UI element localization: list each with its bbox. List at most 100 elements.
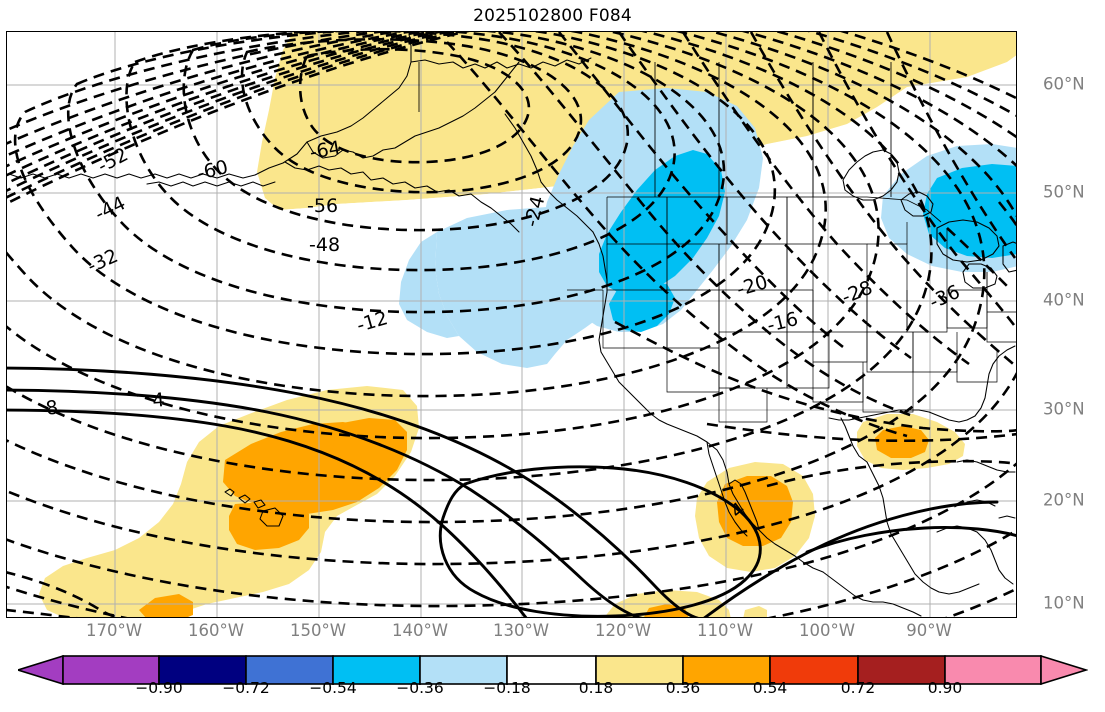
colorbar-swatch-purple-extend-low[interactable] — [18, 655, 64, 685]
lat-label-20n: 20°N — [1043, 490, 1085, 510]
shade-positive-mexico-coast-core — [717, 476, 793, 546]
colorbar-tick-label: 0.18 — [578, 679, 614, 697]
coastline-baja-california — [706, 441, 760, 537]
contour-label: -44 — [92, 192, 130, 225]
map-svg: -52 -64 -60 -56 -44 -48 -32 -12 -24 -20 … — [7, 32, 1016, 617]
colorbar-swatch-orange[interactable] — [682, 655, 771, 685]
contour-positive-8 — [7, 408, 528, 617]
shade-negative-montana-core-lower — [609, 282, 675, 332]
lat-label-50n: 50°N — [1043, 182, 1085, 202]
colorbar-swatch-red-orange[interactable] — [769, 655, 859, 685]
lon-label-150w: 150°W — [289, 621, 347, 640]
contour-label: -28 — [839, 277, 876, 309]
colorbar-tick-label: 0.54 — [752, 679, 788, 697]
contour-label: -48 — [309, 234, 340, 256]
border-canada-provinces — [418, 62, 892, 197]
contour-layer — [7, 32, 1016, 617]
colorbar-tick-label: −0.18 — [483, 679, 531, 697]
colorbar-swatch-purple-body[interactable] — [62, 655, 160, 685]
shade-negative-great-lakes-core — [923, 164, 1016, 258]
lat-label-30n: 30°N — [1043, 399, 1085, 419]
coastline-alaska — [8, 33, 592, 179]
colorbar-swatch-blue[interactable] — [245, 655, 334, 685]
lon-label-100w: 100°W — [798, 621, 856, 640]
contour-positive-closed-south — [438, 465, 762, 617]
contour-label: -60 — [195, 156, 230, 185]
contour-label: 4 — [152, 389, 166, 412]
map-panel: -52 -64 -60 -56 -44 -48 -32 -12 -24 -20 … — [6, 31, 1017, 618]
coastline-hudson-bay — [842, 149, 900, 201]
lat-label-10n: 10°N — [1043, 593, 1085, 613]
contour-negative-60 — [240, 37, 583, 194]
colorbar-ticks — [158, 684, 946, 685]
contour-negative-east-b — [997, 201, 1016, 228]
lon-label-160w: 160°W — [187, 621, 245, 640]
colorbar-swatch-white-neutral[interactable] — [506, 655, 597, 685]
contour-negative-64 — [298, 47, 531, 164]
contour-positive-top — [7, 366, 700, 617]
colorbar-tick-label: 0.90 — [927, 679, 963, 697]
contour-label: 8 — [44, 396, 59, 420]
contour-negative-east-a — [946, 227, 1012, 291]
coastline-alaska-panhandle — [504, 113, 594, 233]
contour-positive-gulf-loop — [805, 526, 1016, 554]
coastline-us-west — [592, 231, 824, 573]
contour-negative-plains-i — [614, 320, 1016, 433]
contour-negative-plains-h — [446, 41, 908, 438]
coastline-alaska-peninsula-detail — [284, 161, 520, 233]
colorbar-swatch-dark-red[interactable] — [857, 655, 946, 685]
page-title: 2025102800 F084 — [473, 6, 632, 26]
contour-label: -36 — [926, 281, 963, 314]
colorbar[interactable] — [18, 655, 1088, 685]
contour-negative-56 — [182, 32, 630, 232]
lon-label-110w: 110°W — [696, 621, 754, 640]
contour-label: -32 — [84, 245, 121, 278]
contour-negative-32 — [7, 32, 933, 482]
contour-negative-low-sw2 — [7, 608, 78, 617]
contour-label: -56 — [307, 195, 338, 217]
shade-negative-northern-rockies-core — [599, 150, 725, 294]
contour-negative-plains-c — [681, 32, 970, 366]
lat-label-40n: 40°N — [1043, 290, 1085, 310]
coastline-alaska-south — [306, 61, 520, 159]
colorbar-swatch-light-yellow[interactable] — [595, 655, 684, 685]
colorbar-swatch-navy[interactable] — [158, 655, 247, 685]
lon-label-170w: 170°W — [85, 621, 143, 640]
coastline-gulf-florida — [828, 345, 1016, 463]
contour-label: -20 — [734, 271, 770, 301]
colorbar-swatch-pink-extend-high[interactable] — [1040, 655, 1088, 685]
contour-negative-gulf-low — [766, 459, 1016, 488]
contour-negative-low-sw — [7, 571, 121, 617]
contour-negative-plains-e — [817, 32, 1016, 331]
colorbar-svg[interactable] — [18, 655, 1088, 685]
contour-negative-plains-g — [498, 32, 914, 418]
colorbar-tick-label: −0.54 — [309, 679, 357, 697]
lat-label-60n: 60°N — [1043, 74, 1085, 94]
colorbar-swatches[interactable] — [18, 655, 1088, 685]
lon-label-90w: 90°W — [906, 621, 952, 640]
border-canada-us — [607, 64, 942, 223]
contour-positive-curve-right — [703, 500, 999, 617]
coastline-central-america-caribbean — [936, 525, 1014, 585]
shade-positive-equatorial-tail — [743, 606, 767, 617]
coastline-cuba — [956, 459, 1016, 519]
coastline-aleutian-islands — [146, 181, 276, 187]
map-geography-layer — [8, 33, 1016, 617]
colorbar-tick-label: −0.90 — [135, 679, 183, 697]
contour-negative-16 — [7, 32, 1016, 617]
colorbar-tick-label: −0.36 — [396, 679, 444, 697]
shade-positive-gulf-core — [875, 426, 929, 458]
contour-positive-4 — [7, 388, 643, 617]
contour-label: -16 — [765, 308, 800, 337]
contour-negative-plains-b — [617, 32, 912, 360]
lon-label-130w: 130°W — [492, 621, 550, 640]
coastline-hawaii — [224, 488, 284, 527]
contour-negative-20 — [7, 32, 1016, 608]
contour-negative-plains-d — [749, 32, 1016, 369]
lon-label-140w: 140°W — [391, 621, 449, 640]
contour-label: -12 — [354, 307, 390, 337]
colorbar-tick-label: 0.72 — [840, 679, 876, 697]
colorbar-swatch-pink-body[interactable] — [944, 655, 1042, 685]
coastline-canada-lakes — [900, 191, 934, 217]
